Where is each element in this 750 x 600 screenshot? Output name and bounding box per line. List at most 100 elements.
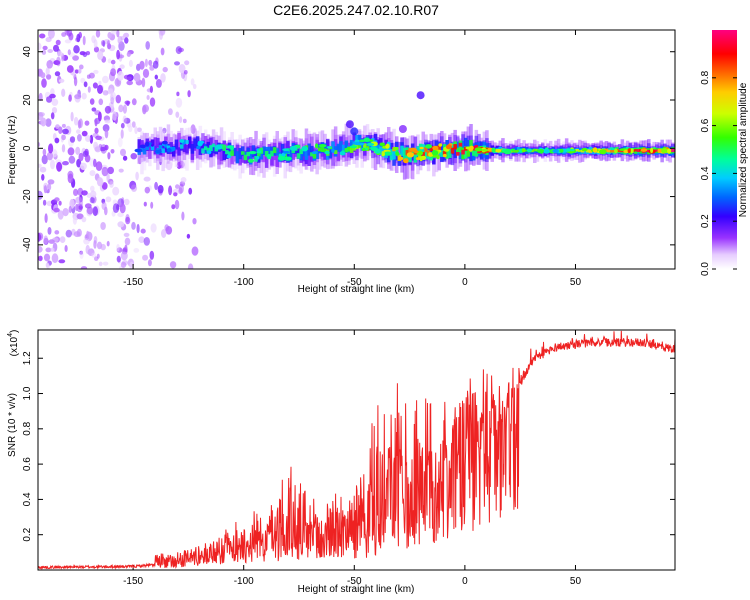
spectrogram-cell — [539, 148, 544, 154]
spectrogram-cell — [126, 51, 131, 57]
spectrogram-cell — [402, 147, 407, 160]
spectrogram-cell — [79, 250, 83, 255]
spectrogram-cell — [61, 144, 66, 153]
spectrogram-cell — [614, 148, 618, 154]
spectrogram-cell — [344, 147, 349, 153]
spectrogram-cell — [469, 143, 473, 162]
spectrogram-cell — [91, 252, 97, 258]
spectrogram-cell — [140, 140, 144, 149]
spectrogram-cell — [47, 183, 52, 191]
spectrogram-cell — [123, 232, 130, 237]
spectrogram-cell — [474, 149, 479, 157]
x-tick-label: 0 — [462, 277, 468, 288]
spectrogram-cell — [122, 115, 127, 124]
spectrogram-cell — [392, 151, 396, 160]
spectrogram-cell — [51, 107, 58, 114]
spectrogram-cell — [45, 118, 52, 127]
spectrogram-cell — [206, 141, 210, 151]
spectrogram-cell — [47, 49, 53, 53]
spectrogram-cell — [438, 143, 443, 147]
spectrogram-cell — [75, 203, 79, 212]
spectrogram-cell — [196, 145, 201, 150]
spectrogram-cell — [431, 150, 439, 156]
spectrogram-cell — [85, 135, 91, 142]
spectrogram-cell — [120, 261, 127, 268]
spectrogram-panel: -150 -100 -50 0 50 -40 -20 0 20 40 Height of str… — [7, 29, 676, 295]
spectrogram-cell — [79, 251, 84, 259]
spectrogram-cell — [310, 152, 314, 157]
spectrogram-cell — [38, 255, 43, 262]
spectrogram-cell — [54, 137, 60, 144]
spectrogram-cell — [69, 136, 76, 143]
spectrogram-cell — [432, 145, 439, 151]
spectrogram-cell — [464, 146, 468, 151]
spectrogram-cell — [424, 147, 428, 153]
spectrogram-cell — [110, 30, 118, 35]
spectrogram-cell — [130, 153, 138, 160]
spectrogram-cell — [133, 72, 141, 82]
spectrogram-cell — [58, 200, 62, 206]
spectrogram-cell — [517, 149, 521, 152]
spectrogram-cell — [104, 119, 111, 124]
spectrogram-cell — [442, 150, 447, 156]
spectrogram-cell — [101, 201, 107, 211]
spectrogram-cell — [50, 159, 55, 170]
x-tick-label: -150 — [123, 277, 143, 288]
spectrogram-cell — [58, 78, 65, 83]
spectrogram-cell — [222, 148, 226, 161]
spectrogram-cell — [418, 143, 423, 156]
spectrogram-cell — [174, 139, 179, 150]
spectrogram-cell — [177, 147, 181, 156]
spectrogram-cell — [366, 142, 375, 146]
spectrogram-cell — [123, 117, 131, 124]
spectrogram-cell — [89, 170, 96, 177]
spectrogram-cell — [154, 181, 159, 191]
spectrogram-cell — [68, 94, 72, 102]
spectrogram-cell — [100, 222, 106, 230]
spectrogram-cell — [54, 197, 60, 202]
spectrogram-cell — [86, 74, 91, 79]
spectrogram-cell — [145, 141, 150, 147]
spectrogram-cell — [530, 149, 534, 153]
spectrogram-cell — [299, 148, 303, 155]
spectrogram-cell — [363, 137, 371, 142]
spectrogram-cell — [318, 147, 322, 152]
spectrogram-cell — [511, 150, 516, 153]
spectrogram-cell — [468, 147, 473, 152]
spectrogram-cell — [80, 266, 88, 269]
spectrogram-cell — [166, 148, 172, 153]
spectrogram-cell — [104, 105, 112, 114]
spectrogram-cell — [39, 33, 46, 39]
y-tick-label: 20 — [22, 94, 33, 106]
y-tick-label: 0 — [22, 145, 33, 151]
spectrogram-cell — [128, 59, 133, 68]
spectrogram-cell — [72, 55, 79, 61]
spectrogram-cell — [89, 196, 95, 204]
spectrogram-cell — [450, 147, 455, 154]
spectrogram-cell — [301, 146, 308, 152]
spectrogram-cell — [610, 150, 614, 153]
spectrogram-cell — [254, 156, 258, 162]
spectrogram-cell — [47, 179, 55, 185]
spectrogram-y-axis: -40 -20 0 20 40 — [22, 46, 675, 252]
colorbar-ticks: 0.0 0.2 0.4 0.6 0.8 — [700, 70, 737, 276]
spectrogram-x-label: Height of straight line (km) — [298, 284, 415, 295]
spectrogram-cell — [93, 46, 100, 53]
spectrogram-cell — [526, 148, 533, 153]
spectrogram-cell — [174, 199, 180, 210]
spectrogram-cell — [350, 127, 359, 136]
spectrogram-cell — [177, 133, 181, 151]
spectrogram-cell — [153, 137, 157, 150]
spectrogram-cell — [47, 227, 52, 235]
spectrogram-cell — [61, 134, 66, 141]
spectrogram-cell — [73, 188, 79, 196]
spectrogram-cell — [466, 146, 471, 157]
spectrogram-cell — [264, 149, 269, 168]
spectrogram-cell — [89, 134, 94, 144]
spectrogram-cell — [166, 145, 171, 149]
spectrogram-cell — [362, 148, 366, 152]
spectrogram-cell — [159, 30, 166, 36]
colorbar: 0.0 0.2 0.4 0.6 0.8 Normalized spectral ampl… — [700, 30, 749, 276]
spectrogram-cell — [311, 151, 318, 155]
spectrogram-cell — [370, 147, 378, 151]
